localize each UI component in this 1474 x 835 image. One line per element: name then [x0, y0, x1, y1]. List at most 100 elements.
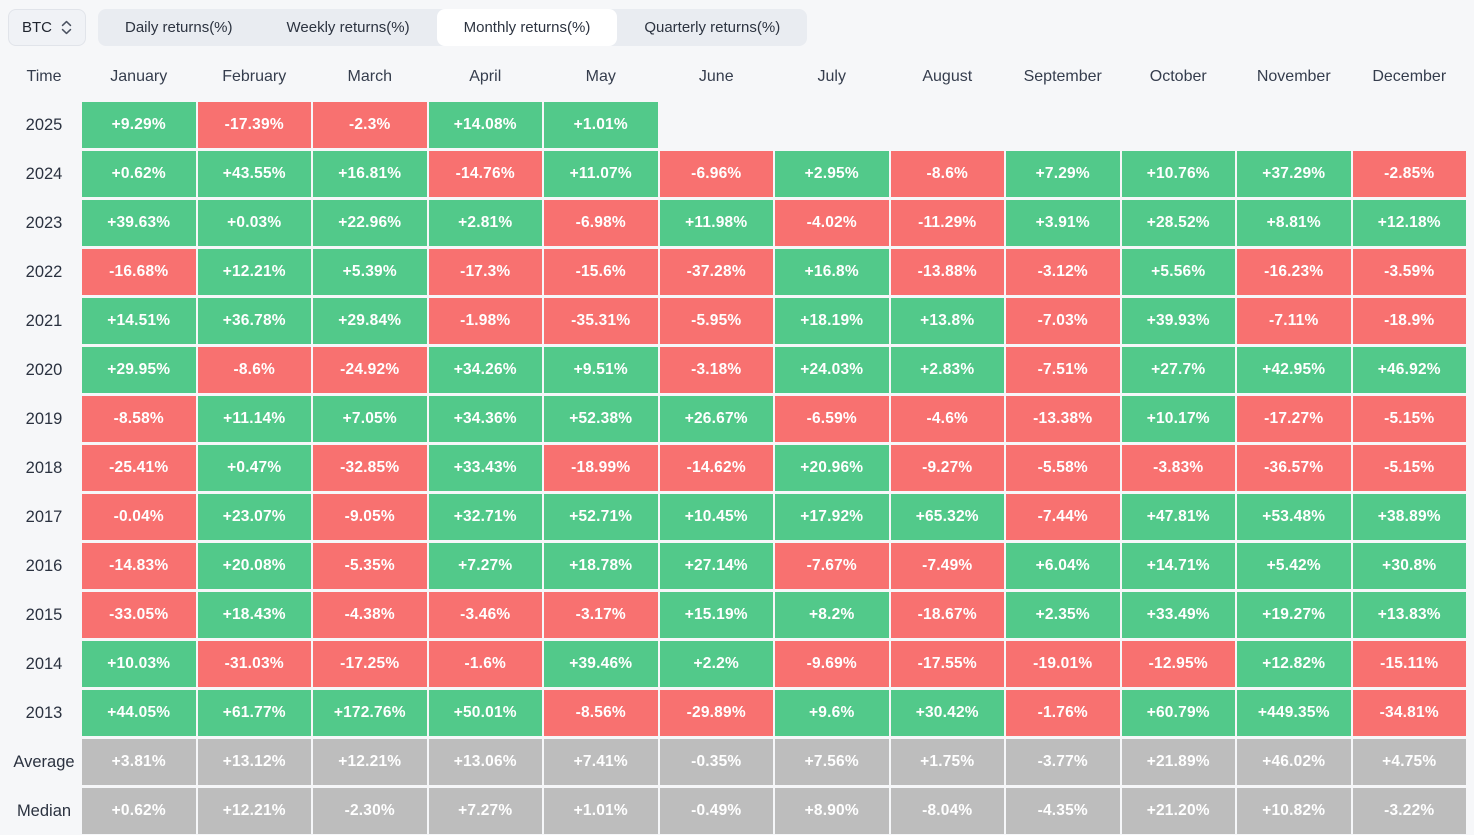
return-cell: +7.05%	[313, 396, 427, 442]
return-cell: -8.58%	[82, 396, 196, 442]
return-cell: -1.98%	[428, 298, 542, 344]
return-cell: +12.18%	[1352, 200, 1466, 246]
return-cell: -14.62%	[659, 445, 773, 491]
return-cell: -36.57%	[1237, 445, 1351, 491]
symbol-selector[interactable]: BTC	[8, 8, 86, 46]
return-cell: +2.35%	[1006, 592, 1120, 638]
return-cell: +33.43%	[428, 445, 542, 491]
return-cell: -3.77%	[1006, 739, 1120, 785]
return-cell: +0.47%	[197, 445, 311, 491]
return-cell: -9.69%	[775, 641, 889, 687]
return-cell: -3.17%	[544, 592, 658, 638]
return-cell: -4.6%	[890, 396, 1004, 442]
toolbar: BTC Daily returns(%) Weekly returns(%) M…	[0, 0, 1474, 46]
return-cell: -8.6%	[890, 151, 1004, 197]
return-cell: +37.29%	[1237, 151, 1351, 197]
chevron-updown-icon	[61, 20, 72, 35]
return-cell: +15.19%	[659, 592, 773, 638]
return-cell: +13.8%	[890, 298, 1004, 344]
return-cell: +4.75%	[1352, 739, 1466, 785]
return-cell: +13.12%	[197, 739, 311, 785]
return-cell: +38.89%	[1352, 494, 1466, 540]
return-cell: +2.2%	[659, 641, 773, 687]
return-cell: -32.85%	[313, 445, 427, 491]
return-cell: -4.02%	[775, 200, 889, 246]
return-cell: +39.46%	[544, 641, 658, 687]
row-label-2016: 2016	[25, 556, 63, 575]
return-cell: +14.08%	[428, 102, 542, 148]
return-cell: -35.31%	[544, 298, 658, 344]
return-cell: +11.14%	[197, 396, 311, 442]
return-cell: -3.12%	[1006, 249, 1120, 295]
return-cell: +10.76%	[1121, 151, 1235, 197]
return-cell: -5.35%	[313, 543, 427, 589]
return-cell: -4.35%	[1006, 788, 1120, 834]
column-header-march: March	[347, 68, 392, 85]
return-cell: -29.89%	[659, 690, 773, 736]
return-cell	[1353, 102, 1467, 148]
return-cell: -37.28%	[659, 249, 773, 295]
row-label-2020: 2020	[25, 360, 63, 379]
return-cell: -3.83%	[1121, 445, 1235, 491]
return-cell: +8.90%	[775, 788, 889, 834]
return-cell: -19.01%	[1006, 641, 1120, 687]
return-cell: -13.38%	[1006, 396, 1120, 442]
tab-monthly-returns[interactable]: Monthly returns(%)	[436, 8, 618, 46]
return-cell: +3.91%	[1006, 200, 1120, 246]
return-cell: -0.49%	[659, 788, 773, 834]
return-cell: -1.76%	[1006, 690, 1120, 736]
return-cell: +30.8%	[1352, 543, 1466, 589]
return-cell: -33.05%	[82, 592, 196, 638]
column-header-july: July	[817, 68, 846, 85]
return-cell: -25.41%	[82, 445, 196, 491]
return-cell: +61.77%	[197, 690, 311, 736]
return-cell: +5.42%	[1237, 543, 1351, 589]
return-cell: +46.02%	[1237, 739, 1351, 785]
return-cell: -3.18%	[659, 347, 773, 393]
return-cell: -7.49%	[890, 543, 1004, 589]
return-cell: -16.23%	[1237, 249, 1351, 295]
return-cell: +18.78%	[544, 543, 658, 589]
return-cell: -24.92%	[313, 347, 427, 393]
return-cell: +18.19%	[775, 298, 889, 344]
return-cell	[660, 102, 774, 148]
return-cell: +7.41%	[544, 739, 658, 785]
tab-weekly-returns[interactable]: Weekly returns(%)	[260, 9, 437, 46]
return-cell	[1122, 102, 1236, 148]
return-cell: -4.38%	[313, 592, 427, 638]
return-cell: +53.48%	[1237, 494, 1351, 540]
return-cell: +27.7%	[1121, 347, 1235, 393]
return-cell: +14.51%	[82, 298, 196, 344]
return-cell: +26.67%	[659, 396, 773, 442]
row-label-2018: 2018	[25, 458, 63, 477]
return-cell: -2.3%	[313, 102, 427, 148]
return-cell: +7.27%	[428, 788, 542, 834]
return-cell: +1.01%	[544, 102, 658, 148]
return-cell: +52.71%	[544, 494, 658, 540]
return-cell: -17.3%	[428, 249, 542, 295]
return-cell: +172.76%	[313, 690, 427, 736]
return-cell: -2.85%	[1352, 151, 1466, 197]
return-cell	[891, 102, 1005, 148]
column-header-may: May	[585, 68, 616, 85]
return-cell: -5.95%	[659, 298, 773, 344]
return-cell: +0.62%	[82, 788, 196, 834]
return-cell: +47.81%	[1121, 494, 1235, 540]
return-cell: +21.89%	[1121, 739, 1235, 785]
row-label-2025: 2025	[25, 115, 63, 134]
return-cell: -9.27%	[890, 445, 1004, 491]
return-cell: +10.17%	[1121, 396, 1235, 442]
return-cell: +44.05%	[82, 690, 196, 736]
return-cell: -17.25%	[313, 641, 427, 687]
return-cell: +9.51%	[544, 347, 658, 393]
return-cell: -6.59%	[775, 396, 889, 442]
column-header-september: September	[1023, 68, 1102, 85]
return-cell: +39.63%	[82, 200, 196, 246]
row-label-2023: 2023	[25, 213, 63, 232]
tab-daily-returns[interactable]: Daily returns(%)	[98, 9, 260, 46]
return-cell: +16.81%	[313, 151, 427, 197]
tab-quarterly-returns[interactable]: Quarterly returns(%)	[617, 9, 807, 46]
column-header-december: December	[1372, 68, 1447, 85]
return-cell: +23.07%	[197, 494, 311, 540]
return-cell: -2.30%	[313, 788, 427, 834]
